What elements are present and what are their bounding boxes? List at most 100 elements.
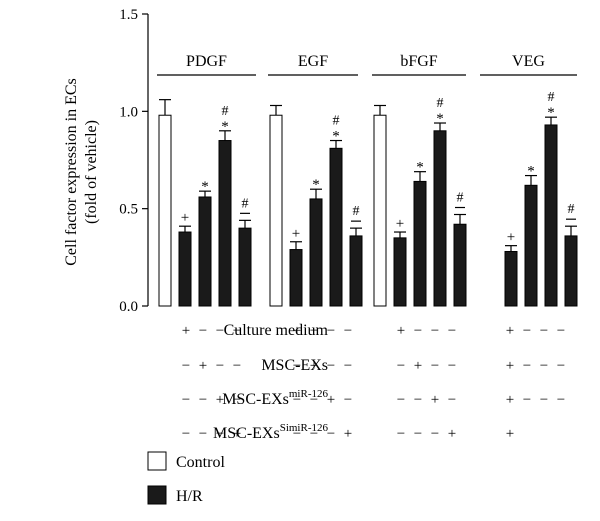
condition-sign: − <box>557 358 565 374</box>
condition-sign: − <box>327 323 335 339</box>
condition-sign: + <box>506 358 514 374</box>
condition-sign: − <box>540 358 548 374</box>
condition-sign: − <box>293 426 301 442</box>
condition-sign: − <box>344 392 352 408</box>
mark-hash: # <box>242 196 249 211</box>
condition-sign: − <box>182 358 190 374</box>
condition-sign: − <box>540 392 548 408</box>
condition-sign: + <box>216 392 224 408</box>
bar-hr <box>504 250 518 307</box>
condition-sign: − <box>310 323 318 339</box>
y-axis-label: Cell factor expression in ECs (fold of ve… <box>63 78 100 266</box>
condition-sign: + <box>182 323 190 339</box>
mark-hash: # <box>437 96 444 111</box>
condition-sign: − <box>310 426 318 442</box>
condition-sign: + <box>199 358 207 374</box>
condition-sign: + <box>344 426 352 442</box>
condition-sign: + <box>506 392 514 408</box>
legend-label: Control <box>176 454 225 471</box>
bar-control <box>269 114 283 307</box>
condition-sign: − <box>523 392 531 408</box>
condition-sign: + <box>310 358 318 374</box>
legend-label: H/R <box>176 488 203 505</box>
condition-sign: − <box>397 426 405 442</box>
condition-sign: + <box>233 426 241 442</box>
group-labels: PDGF EGF bFGF VEG <box>157 53 577 76</box>
condition-sign: − <box>293 358 301 374</box>
mark-star: * <box>221 119 229 135</box>
condition-row-label: Culture medium <box>224 322 329 339</box>
condition-sign: − <box>431 358 439 374</box>
y-tick-label: 0.0 <box>119 299 138 315</box>
y-tick-label: 0.5 <box>119 202 138 218</box>
condition-sign: − <box>199 323 207 339</box>
axes: 0.0 0.5 1.0 1.5 <box>119 7 149 315</box>
legend: Control H/R <box>147 451 225 505</box>
condition-sign: − <box>397 358 405 374</box>
condition-sign: − <box>182 392 190 408</box>
mark-hash: # <box>333 114 340 129</box>
y-tick-label: 1.0 <box>119 104 138 120</box>
condition-sign: − <box>233 323 241 339</box>
mark-plus: + <box>181 210 189 226</box>
condition-sign: − <box>414 426 422 442</box>
legend-swatch <box>147 451 167 471</box>
condition-sign: + <box>397 323 405 339</box>
bar-hr <box>218 140 232 307</box>
bar-control <box>158 114 172 307</box>
legend-swatch <box>147 485 167 505</box>
bar-hr <box>453 223 467 307</box>
condition-sign: − <box>523 358 531 374</box>
mark-plus: + <box>396 216 404 232</box>
bar-hr <box>413 180 427 307</box>
condition-sign: + <box>506 323 514 339</box>
condition-sign: − <box>216 426 224 442</box>
condition-sign: − <box>199 392 207 408</box>
bar-hr <box>178 231 192 307</box>
condition-sign: − <box>414 323 422 339</box>
condition-sign: + <box>327 392 335 408</box>
condition-sign: + <box>448 426 456 442</box>
condition-sign: − <box>448 323 456 339</box>
bar-hr <box>329 147 343 307</box>
mark-star: * <box>436 111 444 127</box>
condition-sign: + <box>414 358 422 374</box>
condition-sign: − <box>182 426 190 442</box>
condition-sign: − <box>327 426 335 442</box>
condition-sign: − <box>216 323 224 339</box>
mark-hash: # <box>548 90 555 105</box>
bar-hr <box>433 130 447 307</box>
mark-star: * <box>332 129 340 145</box>
condition-sign: + <box>431 392 439 408</box>
mark-hash: # <box>457 191 464 206</box>
bars <box>158 99 578 307</box>
condition-row-label: MSC-EXsSimiR-126 <box>213 422 328 442</box>
condition-sign: − <box>344 358 352 374</box>
significance-marks: +**##+**##+**##+**## <box>181 90 576 246</box>
bar-hr <box>309 198 323 307</box>
bar-hr <box>349 235 363 307</box>
condition-sign: − <box>233 358 241 374</box>
condition-sign: − <box>344 323 352 339</box>
condition-sign: + <box>506 426 514 442</box>
bar-hr <box>524 184 538 307</box>
bar-control <box>373 114 387 307</box>
bar-hr <box>393 237 407 307</box>
mark-hash: # <box>222 104 229 119</box>
mark-star: * <box>547 105 555 121</box>
mark-star: * <box>201 179 209 195</box>
bar-hr <box>564 235 578 307</box>
mark-star: * <box>527 164 535 180</box>
bar-hr <box>544 124 558 307</box>
condition-sign: − <box>327 358 335 374</box>
condition-sign: − <box>540 323 548 339</box>
condition-sign: − <box>233 392 241 408</box>
bar-hr <box>289 249 303 307</box>
y-axis-label-line2: (fold of vehicle) <box>83 120 100 224</box>
mark-plus: + <box>292 226 300 242</box>
mark-star: * <box>416 160 424 176</box>
y-tick-label: 1.5 <box>119 7 138 23</box>
bar-hr <box>198 196 212 307</box>
condition-sign: − <box>448 358 456 374</box>
